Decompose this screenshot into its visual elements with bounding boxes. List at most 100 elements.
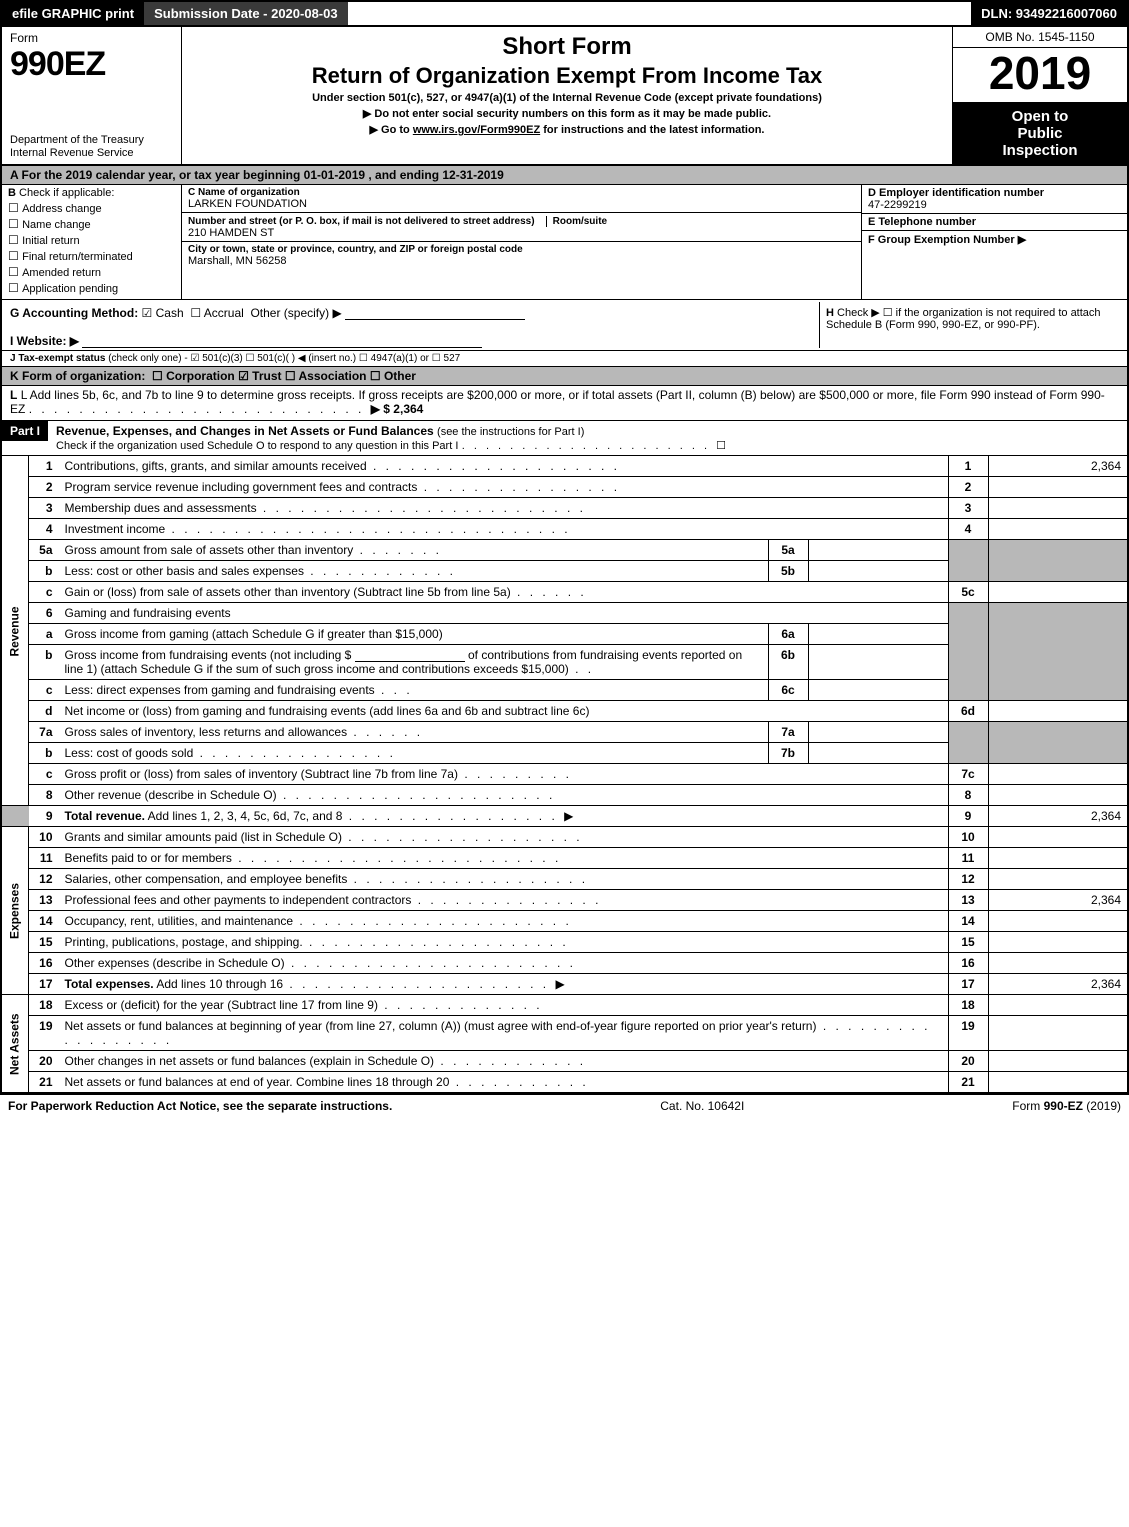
website-field[interactable]	[82, 334, 482, 348]
g-label: G Accounting Method:	[10, 306, 138, 320]
line-5c: c Gain or (loss) from sale of assets oth…	[1, 582, 1128, 603]
open-line-3: Inspection	[958, 142, 1122, 159]
line-7-shaded	[948, 722, 988, 764]
l-amount: ▶ $ 2,364	[371, 402, 424, 416]
row-k: K Form of organization: ☐ Corporation ☑ …	[0, 367, 1129, 386]
top-bar: efile GRAPHIC print Submission Date - 20…	[0, 0, 1129, 27]
chk-final-return[interactable]: Final return/terminated	[8, 249, 175, 263]
line-5-shaded	[948, 540, 988, 582]
line-6c-val[interactable]	[808, 680, 948, 701]
l-dots: . . . . . . . . . . . . . . . . . . . . …	[29, 402, 371, 416]
line-1: Revenue 1 Contributions, gifts, grants, …	[1, 456, 1128, 477]
return-title: Return of Organization Exempt From Incom…	[192, 63, 942, 89]
chk-cash[interactable]: Cash	[142, 306, 184, 320]
ein-label: D Employer identification number	[868, 187, 1121, 199]
line-19: 19 Net assets or fund balances at beginn…	[1, 1016, 1128, 1051]
g-other-field[interactable]	[345, 306, 525, 320]
dln-label: DLN: 93492216007060	[971, 2, 1127, 25]
header-subline-1: Under section 501(c), 527, or 4947(a)(1)…	[192, 92, 942, 104]
row-j: J Tax-exempt status (check only one) - ☑…	[0, 351, 1129, 367]
line-3: 3 Membership dues and assessments . . . …	[1, 498, 1128, 519]
chk-initial-return[interactable]: Initial return	[8, 233, 175, 247]
line-4: 4 Investment income . . . . . . . . . . …	[1, 519, 1128, 540]
line-1-amt: 2,364	[988, 456, 1128, 477]
org-name-label: C Name of organization	[188, 187, 855, 198]
box-b-label: Check if applicable:	[19, 187, 114, 199]
org-name-cell: C Name of organization LARKEN FOUNDATION	[182, 185, 861, 213]
line-7a: 7a Gross sales of inventory, less return…	[1, 722, 1128, 743]
line-6b-amount-field[interactable]	[355, 648, 465, 662]
k-options[interactable]: ☐ Corporation ☑ Trust ☐ Association ☐ Ot…	[152, 369, 416, 383]
line-7b-val[interactable]	[808, 743, 948, 764]
line-1-num: 1	[29, 456, 59, 477]
line-6d: d Net income or (loss) from gaming and f…	[1, 701, 1128, 722]
open-line-1: Open to	[958, 108, 1122, 125]
short-form-title: Short Form	[192, 33, 942, 61]
line-8: 8 Other revenue (describe in Schedule O)…	[1, 785, 1128, 806]
chk-amended-return[interactable]: Amended return	[8, 265, 175, 279]
expenses-side-label: Expenses	[1, 827, 29, 995]
line-20: 20 Other changes in net assets or fund b…	[1, 1051, 1128, 1072]
line-9-label: Total revenue.	[65, 809, 145, 823]
line-15: 15 Printing, publications, postage, and …	[1, 932, 1128, 953]
chk-accrual[interactable]: Accrual	[190, 306, 243, 320]
org-name-value: LARKEN FOUNDATION	[188, 198, 855, 210]
submission-date-label: Submission Date - 2020-08-03	[144, 2, 348, 25]
line-1-desc: Contributions, gifts, grants, and simila…	[59, 456, 949, 477]
chk-application-pending[interactable]: Application pending	[8, 281, 175, 295]
part-1-label: Part I	[2, 421, 48, 441]
chk-name-change[interactable]: Name change	[8, 217, 175, 231]
line-10: Expenses 10 Grants and similar amounts p…	[1, 827, 1128, 848]
part-1-title-text: Revenue, Expenses, and Changes in Net As…	[56, 424, 434, 438]
line-12: 12 Salaries, other compensation, and emp…	[1, 869, 1128, 890]
org-city-label: City or town, state or province, country…	[188, 244, 855, 255]
line-6-shaded	[948, 603, 988, 701]
j-options[interactable]: ☑ 501(c)(3) ☐ 501(c)( ) ◀ (insert no.) ☐…	[190, 353, 460, 364]
line-9: 9 Total revenue. Total revenue. Add line…	[1, 806, 1128, 827]
box-d-e-f: D Employer identification number 47-2299…	[862, 185, 1127, 299]
form-word: Form	[10, 31, 173, 45]
line-6a-val[interactable]	[808, 624, 948, 645]
header-right-block: OMB No. 1545-1150 2019 Open to Public In…	[952, 27, 1127, 164]
box-b: B Check if applicable: Address change Na…	[2, 185, 182, 299]
header-center-block: Short Form Return of Organization Exempt…	[182, 27, 952, 164]
org-city-cell: City or town, state or province, country…	[182, 242, 861, 269]
line-6b-val[interactable]	[808, 645, 948, 680]
header-subline-2: Do not enter social security numbers on …	[192, 107, 942, 120]
line-5a-val[interactable]	[808, 540, 948, 561]
org-addr-value: 210 HAMDEN ST	[188, 227, 855, 239]
part-1-check-line: Check if the organization used Schedule …	[56, 440, 458, 452]
revenue-table: Revenue 1 Contributions, gifts, grants, …	[0, 456, 1129, 1093]
open-line-2: Public	[958, 125, 1122, 142]
group-exemption-cell: F Group Exemption Number ▶	[862, 231, 1127, 299]
row-g-h: G Accounting Method: Cash Accrual Other …	[0, 300, 1129, 351]
g-other: Other (specify) ▶	[250, 306, 341, 320]
irs-link[interactable]: www.irs.gov/Form990EZ	[413, 124, 540, 136]
i-label: I Website: ▶	[10, 334, 79, 348]
dept-line-2: Internal Revenue Service	[10, 147, 134, 159]
line-17: 17 Total expenses. Add lines 10 through …	[1, 974, 1128, 995]
org-city-value: Marshall, MN 56258	[188, 255, 855, 267]
line-6: 6 Gaming and fundraising events	[1, 603, 1128, 624]
omb-number: OMB No. 1545-1150	[953, 27, 1127, 48]
line-13: 13 Professional fees and other payments …	[1, 890, 1128, 911]
form-header: Form 990EZ Department of the Treasury In…	[0, 27, 1129, 166]
line-18: Net Assets 18 Excess or (deficit) for th…	[1, 995, 1128, 1016]
accounting-method: G Accounting Method: Cash Accrual Other …	[10, 302, 819, 348]
row-l: L L Add lines 5b, 6c, and 7b to line 9 t…	[0, 386, 1129, 421]
box-b-letter: B	[8, 187, 16, 199]
tax-year: 2019	[953, 48, 1127, 103]
ein-cell: D Employer identification number 47-2299…	[862, 185, 1127, 214]
open-to-public-box: Open to Public Inspection	[953, 103, 1127, 164]
part-1-check-box[interactable]: ☐	[716, 440, 726, 452]
line-5b-val[interactable]	[808, 561, 948, 582]
h-label: H	[826, 307, 834, 319]
line-17-label: Total expenses.	[65, 977, 154, 991]
efile-print-label[interactable]: efile GRAPHIC print	[2, 2, 144, 25]
revenue-side-label: Revenue	[1, 456, 29, 806]
chk-address-change[interactable]: Address change	[8, 201, 175, 215]
telephone-label: E Telephone number	[868, 216, 1121, 228]
page-footer: For Paperwork Reduction Act Notice, see …	[0, 1093, 1129, 1117]
line-7c: c Gross profit or (loss) from sales of i…	[1, 764, 1128, 785]
line-7a-val[interactable]	[808, 722, 948, 743]
